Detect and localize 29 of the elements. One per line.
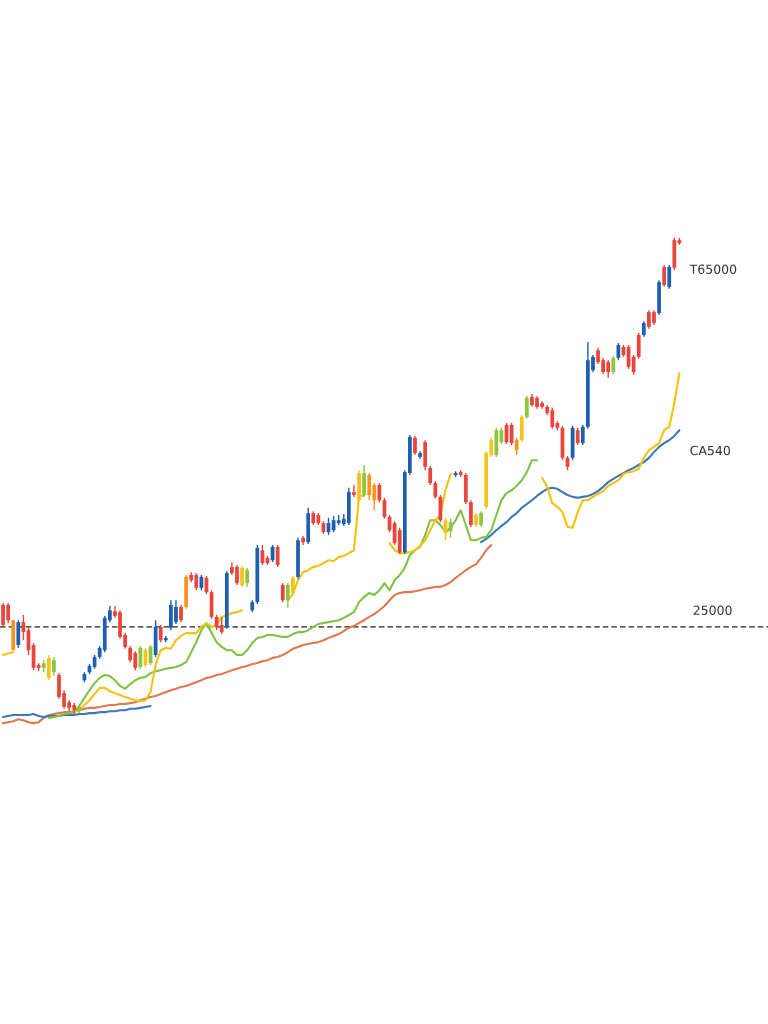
text: CA540: [690, 445, 730, 456]
candlestick: [580, 424, 585, 446]
candlestick: [138, 645, 143, 670]
candlestick: [46, 654, 51, 681]
candlestick: [367, 472, 372, 501]
candlestick: [52, 656, 56, 677]
candlestick: [413, 435, 417, 456]
candlestick: [611, 355, 616, 375]
candlestick: [377, 482, 382, 503]
text: 25000: [693, 605, 732, 615]
candlestick: [636, 332, 641, 360]
candlestick: [275, 544, 280, 568]
candlestick: [667, 264, 672, 290]
candlestick: [280, 582, 285, 603]
candlestick: [245, 567, 250, 588]
candlestick: [352, 484, 356, 498]
candlestick: [362, 464, 366, 498]
candlestick: [285, 582, 290, 609]
candlestick: [631, 354, 636, 376]
candlestick: [524, 395, 529, 420]
candlestick: [519, 414, 524, 443]
candlestick: [469, 499, 473, 528]
candlestick: [662, 264, 667, 288]
candlestick: [16, 619, 21, 649]
text: T65000: [689, 264, 737, 274]
candlestick: [397, 527, 402, 555]
candlestick: [240, 565, 244, 588]
candlestick: [291, 575, 295, 596]
candlestick: [428, 465, 433, 486]
